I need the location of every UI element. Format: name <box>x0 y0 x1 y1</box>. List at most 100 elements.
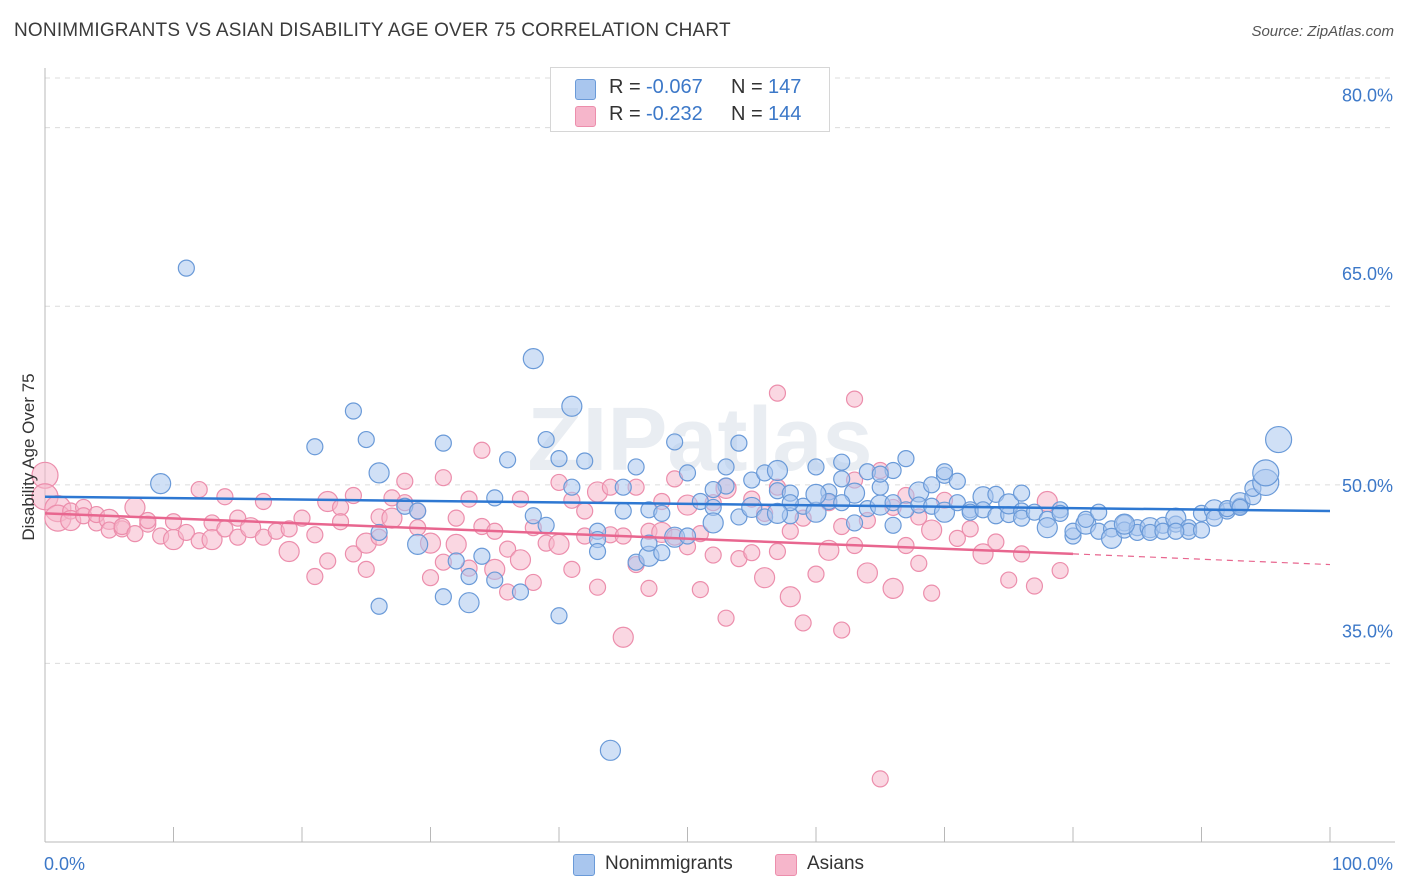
x-tick-label: 100.0% <box>1332 854 1393 874</box>
nonimmigrants-point <box>884 516 902 534</box>
asians-point <box>319 552 337 570</box>
asians-point <box>396 472 414 490</box>
nonimmigrants-point <box>588 542 607 561</box>
nonimmigrants-point <box>614 502 632 520</box>
nonimmigrants-point <box>1012 484 1031 502</box>
asians-point <box>164 513 183 531</box>
asians-point <box>753 567 776 589</box>
nonimmigrants-point <box>666 433 684 451</box>
legend-swatch-blue <box>575 79 596 100</box>
nonimmigrants-point <box>550 450 568 468</box>
asians-point <box>576 502 594 520</box>
asians-point <box>794 614 812 632</box>
asians-point <box>987 533 1005 551</box>
nonimmigrants-point <box>807 458 825 476</box>
legend-n-label: N = <box>731 76 763 98</box>
nonimmigrants-point <box>781 494 799 512</box>
nonimmigrants-point <box>717 458 735 476</box>
nonimmigrants-point <box>486 489 504 507</box>
asians-point <box>1000 571 1018 589</box>
asians-point <box>856 562 879 584</box>
asians-point <box>278 540 300 563</box>
legend-r-label: R = <box>609 103 641 125</box>
nonimmigrants-point <box>599 739 622 761</box>
nonimmigrants-point <box>368 462 390 484</box>
nonimmigrants-point <box>473 547 491 565</box>
asians-point <box>588 578 607 596</box>
asians-point <box>961 520 979 538</box>
asians-point <box>972 543 994 565</box>
legend-n-value: 147 <box>768 76 802 98</box>
nonimmigrants-point <box>678 527 697 545</box>
asians-point <box>548 533 570 555</box>
nonimmigrants-point <box>1167 522 1185 540</box>
nonimmigrants-point <box>434 434 452 452</box>
nonimmigrants-point <box>653 544 671 562</box>
asians-point <box>306 567 324 586</box>
x-tick-label: 0.0% <box>44 854 85 874</box>
asians-point <box>254 492 273 511</box>
asians-point <box>640 579 658 597</box>
nonimmigrants-point <box>434 588 452 606</box>
nonimmigrants-point <box>150 473 172 495</box>
asians-point <box>948 529 966 547</box>
asians-point <box>779 586 801 608</box>
asians-point <box>563 560 581 578</box>
source-label: Source: ZipAtlas.com <box>1251 23 1394 40</box>
nonimmigrants-point <box>460 567 478 586</box>
asians-point <box>871 770 889 788</box>
asians-point <box>511 490 530 508</box>
nonimmigrants-point <box>1113 513 1136 535</box>
nonimmigrants-point <box>653 504 671 522</box>
nonimmigrants-point <box>537 516 555 534</box>
nonimmigrants-point <box>370 523 388 542</box>
asians-point <box>421 569 440 587</box>
nonimmigrants-point <box>447 552 465 570</box>
asians-point <box>768 542 787 561</box>
legend-swatch-pink <box>775 854 797 876</box>
nonimmigrants-point <box>935 463 954 481</box>
asians-point <box>434 469 452 487</box>
nonimmigrants-trend-line <box>44 495 1331 513</box>
axes <box>44 68 1395 843</box>
trend-lines <box>44 495 1331 566</box>
y-tick-label: 65.0% <box>1342 264 1393 284</box>
asians-point <box>923 584 941 602</box>
nonimmigrants-point <box>177 259 195 277</box>
nonimmigrants-point <box>370 597 388 615</box>
nonimmigrants-point <box>741 496 763 519</box>
nonimmigrants-point <box>522 348 544 370</box>
y-tick-label: 80.0% <box>1342 86 1393 106</box>
nonimmigrants-point <box>640 534 658 552</box>
asians-point <box>691 580 709 599</box>
nonimmigrants-point <box>1077 510 1095 528</box>
nonimmigrants-point <box>923 476 941 494</box>
nonimmigrants-point <box>357 430 375 449</box>
asians-point <box>781 522 799 540</box>
nonimmigrants-point <box>1252 459 1280 487</box>
nonimmigrants-point <box>897 450 915 468</box>
legend-n-value: 144 <box>768 103 802 125</box>
legend-r-value: -0.067 <box>646 76 703 98</box>
nonimmigrants-point <box>537 430 555 449</box>
nonimmigrants-point <box>407 533 429 555</box>
legend-n-label: N = <box>731 103 763 125</box>
grid-lines <box>45 77 1395 664</box>
nonimmigrants-point <box>766 459 789 482</box>
asians-point <box>190 480 208 499</box>
asians-point <box>344 545 362 563</box>
nonimmigrants-point <box>458 592 480 614</box>
asians-point <box>882 577 904 599</box>
asians-point <box>807 565 825 583</box>
asians-point <box>1051 561 1069 580</box>
legend-r-value: -0.232 <box>646 103 703 125</box>
asians-point <box>910 554 928 572</box>
nonimmigrants-point <box>948 472 966 490</box>
asians-point <box>113 517 131 536</box>
nonimmigrants-points <box>150 259 1293 761</box>
asians-trend-line <box>44 512 1074 556</box>
asians-point <box>1025 577 1044 595</box>
nonimmigrants-point <box>1036 517 1058 539</box>
nonimmigrants-point <box>511 583 530 601</box>
asians-point <box>704 546 722 564</box>
